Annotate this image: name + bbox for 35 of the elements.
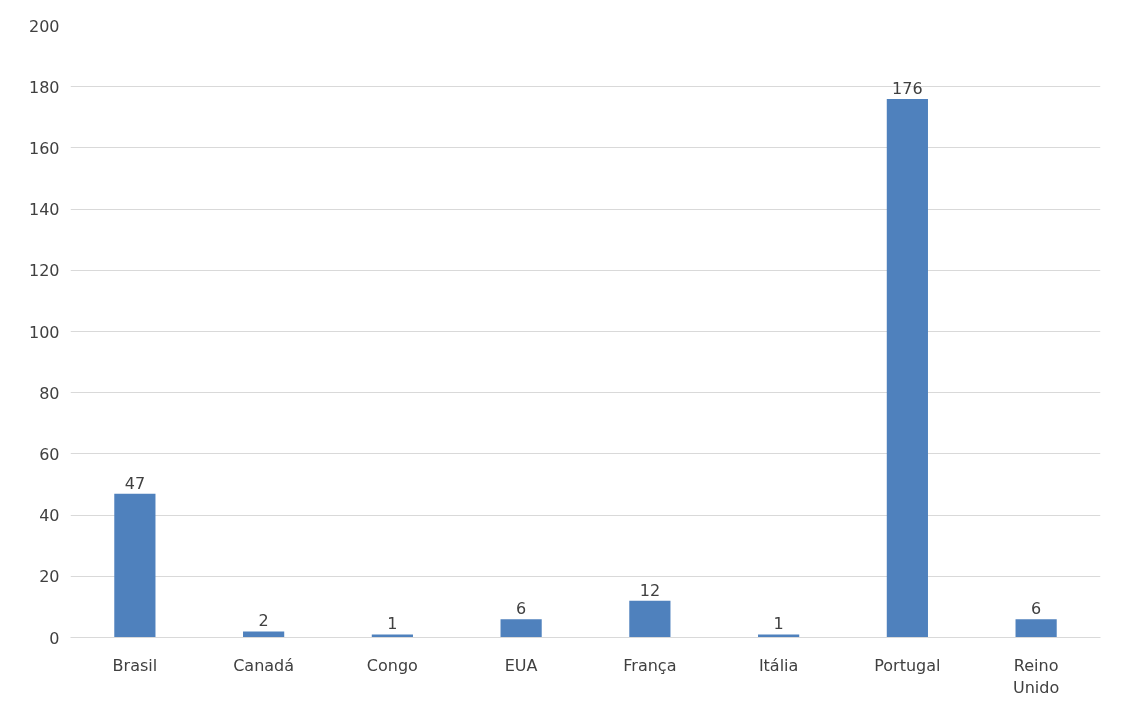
x-tick-label: França xyxy=(623,655,677,675)
y-tick-label: 0 xyxy=(49,628,60,648)
data-label: 47 xyxy=(124,473,146,493)
bar xyxy=(243,631,285,638)
bar xyxy=(629,600,671,638)
data-label: 1 xyxy=(773,614,784,634)
data-label: 176 xyxy=(892,78,923,98)
y-tick-label: 180 xyxy=(28,77,60,97)
y-tick-label: 20 xyxy=(39,567,60,587)
bar xyxy=(114,493,156,638)
y-tick-label: 40 xyxy=(39,506,60,526)
x-tick-label: Reino Unido xyxy=(1013,655,1060,698)
data-label: 1 xyxy=(387,614,398,634)
data-label: 6 xyxy=(1031,599,1042,619)
x-tick-label: Brasil xyxy=(112,655,158,675)
x-tick-label: Canadá xyxy=(233,655,295,675)
bar xyxy=(1015,619,1057,638)
y-tick-label: 60 xyxy=(39,444,60,464)
y-tick-label: 140 xyxy=(28,200,60,220)
x-tick-label: Portugal xyxy=(874,655,941,675)
bar xyxy=(371,634,413,638)
data-label: 12 xyxy=(639,580,661,600)
x-tick-label: Congo xyxy=(366,655,418,675)
y-tick-label: 160 xyxy=(28,138,60,158)
y-tick-label: 200 xyxy=(28,16,60,36)
bar xyxy=(886,98,928,638)
y-tick-label: 100 xyxy=(28,322,60,342)
y-tick-label: 120 xyxy=(28,261,60,281)
x-tick-label: Itália xyxy=(758,655,799,675)
x-tick-label: EUA xyxy=(504,655,538,675)
data-label: 6 xyxy=(516,599,527,619)
y-tick-label: 80 xyxy=(39,383,60,403)
data-label: 2 xyxy=(258,611,269,631)
bar xyxy=(758,634,800,638)
bar xyxy=(500,619,542,638)
